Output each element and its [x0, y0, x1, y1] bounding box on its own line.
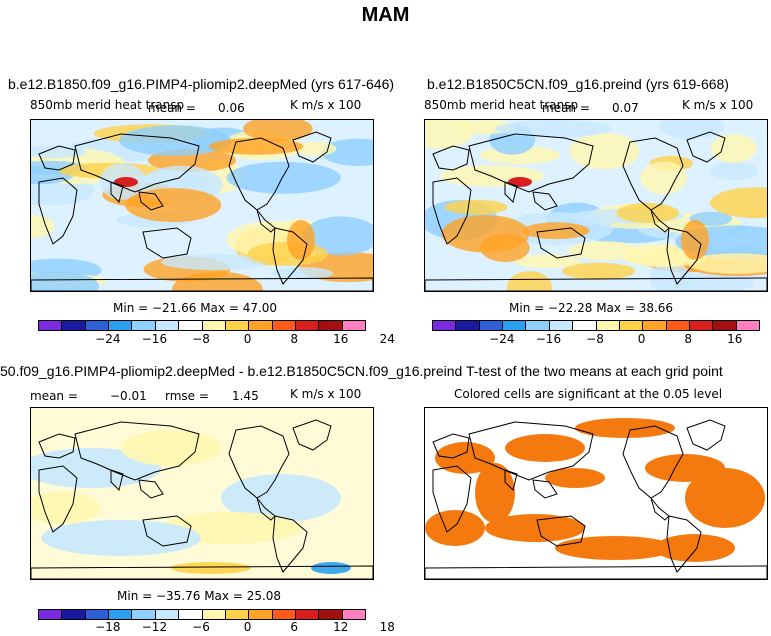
colorbar-swatch — [713, 321, 737, 330]
colorbar-swatch — [666, 321, 690, 330]
page-title: MAM — [361, 4, 410, 26]
colorbar-swatch — [132, 610, 156, 619]
colorbar-tick-label: 24 — [379, 332, 395, 346]
colorbar-tick-label: 8 — [290, 332, 298, 346]
colorbar-swatch — [109, 610, 133, 619]
panel-tl-map — [30, 119, 374, 292]
colorbar-swatch — [225, 321, 250, 330]
panel-tl-units: K m/s x 100 — [290, 98, 362, 112]
colorbar-swatch — [202, 321, 226, 330]
colorbar-tick-label: −24 — [489, 332, 515, 346]
colorbar-tick-label: −8 — [192, 332, 210, 346]
panel-tr-mean-value: 0.07 — [612, 101, 639, 115]
colorbar-swatch — [85, 321, 110, 330]
colorbar-tick-label: 0 — [243, 620, 252, 634]
colorbar-swatch — [643, 321, 667, 330]
colorbar-swatch — [295, 321, 320, 330]
colorbar-swatch — [342, 321, 366, 330]
colorbar-swatch — [39, 610, 63, 619]
panel-tr-title: b.e12.B1850C5CN.f09_g16.preind (yrs 619-… — [427, 76, 729, 92]
panel-tr-map — [424, 119, 768, 292]
colorbar-swatch — [319, 610, 343, 619]
colorbar-swatch — [736, 321, 760, 330]
colorbar-tick-label: −18 — [95, 620, 121, 634]
colorbar-swatch — [109, 321, 133, 330]
colorbar-tick-label: −16 — [141, 332, 168, 346]
colorbar-swatch — [62, 321, 86, 330]
panel-br-title: T-test of the two means at each grid poi… — [466, 363, 723, 379]
colorbar-tick-label: 16 — [727, 332, 743, 346]
colorbar-tick-label: 18 — [379, 620, 395, 634]
panel-tr-variable: 850mb merid heat transp — [424, 98, 579, 112]
colorbar-swatch — [62, 610, 86, 619]
colorbar-swatch — [295, 610, 320, 619]
colorbar-tick-label: 0 — [243, 332, 252, 346]
colorbar-swatch — [225, 610, 250, 619]
colorbar-swatch — [272, 610, 296, 619]
panel-tr-units: K m/s x 100 — [682, 98, 754, 112]
colorbar-swatch — [573, 321, 597, 330]
colorbar-tick-label: −6 — [192, 620, 210, 634]
colorbar-tick-label: −12 — [141, 620, 168, 634]
colorbar-swatch — [319, 321, 343, 330]
colorbar-swatch — [155, 321, 180, 330]
colorbar-swatch — [249, 610, 273, 619]
colorbar-swatch — [342, 610, 366, 619]
colorbar-tick-label: 0 — [637, 332, 646, 346]
colorbar-swatch — [155, 610, 180, 619]
colorbar-swatch — [249, 321, 273, 330]
colorbar-swatch — [132, 321, 156, 330]
colorbar-swatch — [689, 321, 714, 330]
panel-bl-stats: Min = −35.76 Max = 25.08 — [117, 589, 282, 603]
colorbar-swatch — [39, 321, 63, 330]
colorbar-swatch — [596, 321, 620, 330]
colorbar-tick-label: −16 — [535, 332, 562, 346]
colorbar-tick-label: 6 — [290, 620, 298, 634]
panel-tr-mean-label: mean = — [542, 101, 590, 115]
colorbar-swatch — [619, 321, 644, 330]
colorbar-tick-label: 16 — [333, 332, 349, 346]
colorbar-swatch — [503, 321, 527, 330]
colorbar-tick-label: 12 — [333, 620, 349, 634]
panel-tl-title: b.e12.B1850.f09_g16.PIMP4-pliomip2.deepM… — [8, 76, 395, 92]
colorbar-swatch — [479, 321, 504, 330]
panel-bl-colorbar — [38, 609, 366, 620]
panel-br-map — [424, 407, 768, 580]
colorbar-tick-label: −24 — [95, 332, 121, 346]
panel-tl-variable: 850mb merid heat transp — [30, 98, 185, 112]
panel-tl-mean-value: 0.06 — [218, 101, 245, 115]
colorbar-swatch — [179, 321, 203, 330]
colorbar-tick-label: 8 — [684, 332, 692, 346]
panel-bl-units: K m/s x 100 — [290, 387, 362, 401]
colorbar-tick-label: −8 — [586, 332, 604, 346]
colorbar-tick-label: 24 — [767, 332, 771, 346]
colorbar-swatch — [272, 321, 296, 330]
panel-bl-map — [30, 407, 374, 580]
panel-bl-mean-label: mean = — [30, 389, 78, 403]
colorbar-swatch — [202, 610, 226, 619]
panel-bl-rmse-value: 1.45 — [232, 389, 259, 403]
panel-tl-stats: Min = −21.66 Max = 47.00 — [113, 301, 278, 315]
colorbar-swatch — [456, 321, 480, 330]
colorbar-swatch — [433, 321, 457, 330]
colorbar-swatch — [549, 321, 574, 330]
panel-tl-mean-label: mean = — [148, 101, 196, 115]
panel-bl-rmse-label: rmse = — [165, 389, 209, 403]
colorbar-swatch — [179, 610, 203, 619]
panel-bl-title: 50.f09_g16.PIMP4-pliomip2.deepMed - b.e1… — [0, 363, 463, 379]
panel-tr-stats: Min = −22.28 Max = 38.66 — [509, 301, 674, 315]
panel-br-subtitle: Colored cells are significant at the 0.0… — [454, 387, 723, 401]
panel-tr-colorbar — [432, 320, 760, 331]
colorbar-swatch — [85, 610, 110, 619]
colorbar-swatch — [526, 321, 550, 330]
panel-bl-mean-value: −0.01 — [110, 389, 147, 403]
panel-tl-colorbar — [38, 320, 366, 331]
